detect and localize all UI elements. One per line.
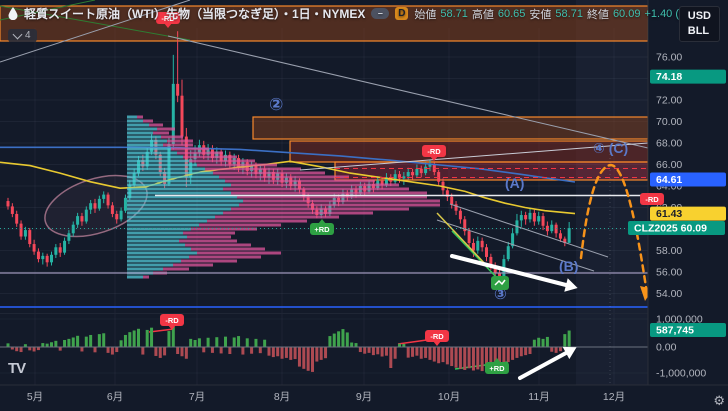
svg-text:9月: 9月 xyxy=(356,391,372,403)
svg-text:③: ③ xyxy=(494,286,507,303)
unit-top: USD xyxy=(687,10,711,22)
minimize-pill[interactable]: – xyxy=(371,8,390,19)
svg-text:74.18: 74.18 xyxy=(656,71,682,83)
svg-text:+RD: +RD xyxy=(314,225,330,234)
volume-profile xyxy=(127,115,440,279)
svg-text:12月: 12月 xyxy=(603,391,625,403)
divergence-badges: -RD +RD -RD -RD -RD -RD +RD xyxy=(156,12,664,374)
supply-zones xyxy=(0,5,649,181)
open-label: 始値 xyxy=(414,8,437,21)
delta-histogram xyxy=(0,326,648,372)
svg-text:-RD: -RD xyxy=(165,316,179,325)
svg-text:②: ② xyxy=(269,95,283,114)
close-value: 60.09 xyxy=(612,7,641,20)
open-value: 58.71 xyxy=(440,7,468,20)
tradingview-logo[interactable]: TV xyxy=(8,360,26,377)
gear-icon[interactable]: ⚙ xyxy=(713,393,725,408)
svg-text:-RD: -RD xyxy=(427,147,441,156)
svg-text:-RD: -RD xyxy=(161,14,175,23)
svg-text:66.00: 66.00 xyxy=(656,159,682,171)
svg-text:587,745: 587,745 xyxy=(656,325,694,337)
svg-text:(B): (B) xyxy=(559,258,578,274)
oil-drop-icon xyxy=(8,7,18,20)
svg-text:5月: 5月 xyxy=(27,391,43,403)
unit-box: USD BLL xyxy=(678,6,720,42)
svg-text:(A): (A) xyxy=(505,175,524,191)
svg-text:54.00: 54.00 xyxy=(656,288,682,300)
time-axis-bg xyxy=(0,384,728,411)
indicator-collapse-button[interactable]: 4 xyxy=(8,29,37,42)
svg-text:56.00: 56.00 xyxy=(656,267,682,279)
svg-text:7月: 7月 xyxy=(189,391,205,403)
ma-slow xyxy=(0,146,576,183)
price-axis-labels[interactable]: 76.0072.0070.0068.0066.0064.0062.0058.00… xyxy=(656,52,706,380)
symbol-title[interactable]: 軽質スイート原油（WTI）先物（当限つなぎ足）・1日・NYMEX xyxy=(24,7,366,21)
close-label: 終値 xyxy=(586,8,609,21)
low-label: 安値 xyxy=(529,8,552,21)
svg-text:8月: 8月 xyxy=(274,391,290,403)
ma-slow xyxy=(0,146,576,183)
svg-text:58.00: 58.00 xyxy=(656,245,682,257)
ma-fast xyxy=(0,160,576,215)
svg-text:④ (C): ④ (C) xyxy=(593,140,628,156)
svg-text:61.43: 61.43 xyxy=(656,208,682,220)
svg-text:64.61: 64.61 xyxy=(656,174,682,186)
svg-text:6月: 6月 xyxy=(107,391,123,403)
chevron-down-icon xyxy=(12,29,23,39)
white-arrows xyxy=(450,254,578,380)
svg-text:11月: 11月 xyxy=(528,391,549,403)
chart-legend: 軽質スイート原油（WTI）先物（当限つなぎ足）・1日・NYMEX – D 始値 5… xyxy=(8,5,720,22)
svg-text:72.00: 72.00 xyxy=(656,95,682,107)
svg-text:76.00: 76.00 xyxy=(656,52,682,64)
svg-text:70.00: 70.00 xyxy=(656,116,682,128)
unit-bottom: BLL xyxy=(687,25,710,37)
time-axis-labels[interactable]: 5月 6月 7月 8月 9月 10月 11月 12月 xyxy=(27,391,625,403)
entry-marker xyxy=(491,276,509,290)
high-label: 高値 xyxy=(471,8,494,21)
svg-text:CLZ2025 60.09: CLZ2025 60.09 xyxy=(634,223,707,235)
low-value: 58.71 xyxy=(555,7,583,20)
indicator-count: 4 xyxy=(25,30,31,41)
svg-text:68.00: 68.00 xyxy=(656,138,682,150)
ma-fast xyxy=(0,160,576,215)
svg-text:-RD: -RD xyxy=(430,332,444,341)
svg-text:-1,000,000: -1,000,000 xyxy=(656,368,706,380)
price-axis-badges: 74.18 64.61 61.43 CLZ2025 60.09 587,745 xyxy=(628,69,726,337)
svg-text:10月: 10月 xyxy=(438,391,460,403)
svg-text:0.00: 0.00 xyxy=(656,342,677,354)
wave-labels: ② ④ (C) (A) (B) ③ xyxy=(269,95,628,303)
high-value: 60.65 xyxy=(497,7,526,20)
interval-badge[interactable]: D xyxy=(395,7,409,20)
future-band xyxy=(576,0,648,385)
price-axis-bg xyxy=(647,0,728,411)
svg-text:1,000,000: 1,000,000 xyxy=(656,314,703,326)
svg-text:+RD: +RD xyxy=(489,364,505,373)
svg-text:-RD: -RD xyxy=(645,195,659,204)
